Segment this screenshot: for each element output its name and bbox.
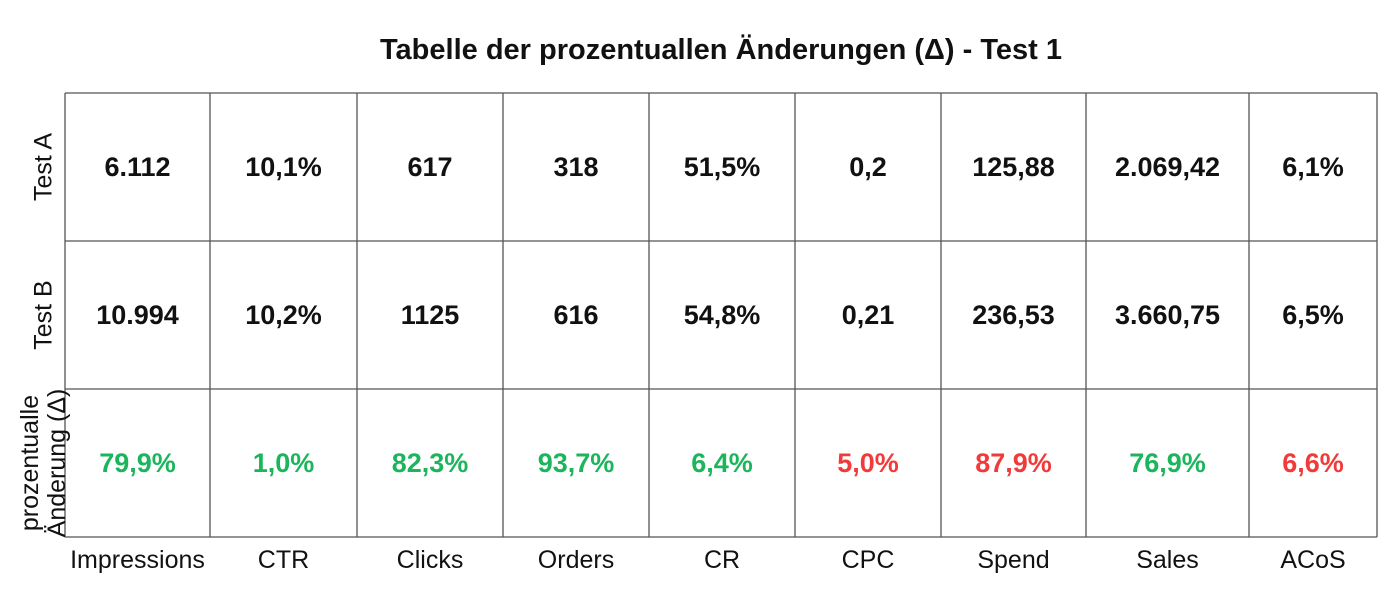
- table-cell: 79,9%: [99, 447, 176, 478]
- row-label-line: Test A: [29, 132, 58, 202]
- table-cell: 76,9%: [1129, 447, 1206, 478]
- table-cell: 10.994: [96, 299, 179, 330]
- table-cell: 6,4%: [691, 447, 753, 478]
- table-cell: 616: [553, 299, 599, 330]
- table-cell: 10,2%: [245, 299, 322, 330]
- table-cell: 6.112: [104, 151, 171, 182]
- chart-title: Tabelle der prozentuallen Änderungen (Δ)…: [379, 34, 1062, 66]
- column-label: CPC: [841, 545, 895, 574]
- row-label-line: Test B: [29, 280, 58, 350]
- table-cell: 93,7%: [537, 447, 615, 478]
- table-cell: 54,8%: [683, 299, 761, 330]
- table-cell: 5,0%: [837, 447, 899, 478]
- column-label: ACoS: [1280, 545, 1346, 574]
- column-label: CTR: [257, 545, 310, 574]
- table-cell: 0,21: [841, 299, 895, 330]
- table-cell: 82,3%: [391, 447, 469, 478]
- column-label: Orders: [537, 545, 615, 574]
- table-cell: 617: [407, 151, 453, 182]
- table-cell: 2.069,42: [1114, 151, 1221, 182]
- table-cell: 6,6%: [1282, 447, 1344, 478]
- table-cell: 6,5%: [1282, 299, 1344, 330]
- table-cell: 125,88: [972, 151, 1055, 182]
- column-label: Spend: [977, 545, 1050, 574]
- table-cell: 1,0%: [252, 447, 315, 478]
- column-label: CR: [703, 545, 741, 574]
- row-label-line: prozentualle: [16, 394, 44, 532]
- table-cell: 1125: [400, 299, 460, 330]
- table-cell: 6,1%: [1282, 151, 1344, 182]
- column-label: Impressions: [70, 545, 205, 574]
- column-label: Sales: [1136, 545, 1199, 574]
- table-cell: 51,5%: [683, 151, 761, 182]
- column-label: Clicks: [396, 545, 464, 574]
- table-cell: 10,1%: [245, 151, 322, 182]
- table-cell: 3.660,75: [1114, 299, 1221, 330]
- table-cell: 236,53: [972, 299, 1055, 330]
- row-label: Test B: [29, 280, 58, 350]
- row-label: prozentualle Änderung (Δ): [16, 389, 71, 538]
- table-cell: 318: [553, 151, 599, 182]
- table-cell: 87,9%: [975, 447, 1052, 478]
- table-cell: 0,2: [849, 151, 887, 182]
- row-label: Test A: [29, 132, 58, 202]
